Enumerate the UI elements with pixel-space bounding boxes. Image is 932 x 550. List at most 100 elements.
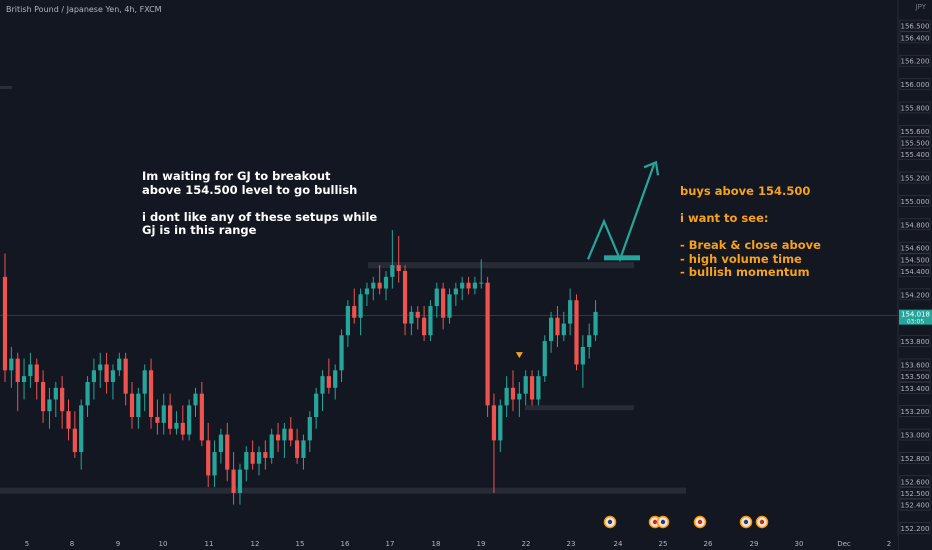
candle-body: [212, 452, 217, 476]
price-tick-label: 154.200: [901, 291, 930, 299]
price-axis[interactable]: 156.500 156.400 156.200 156.000 155.800 155.6…: [897, 0, 932, 550]
price-tick-box: [899, 265, 931, 277]
event-flag-icon: [607, 519, 613, 525]
candle-body: [256, 452, 262, 464]
candle-body: [155, 417, 160, 423]
candle-body: [295, 440, 300, 458]
candle-body: [15, 358, 20, 382]
candle-body: [472, 282, 477, 289]
price-tick-label: 153.800: [901, 338, 930, 346]
current-price-label: 154.018: [901, 311, 930, 319]
price-tick-label: 154.600: [901, 245, 930, 253]
candle-body: [72, 428, 77, 453]
price-tick-box: [899, 288, 931, 301]
candle-body: [542, 341, 547, 377]
candle-body: [21, 376, 27, 382]
time-tick-label: 25: [659, 540, 668, 548]
candle-body: [510, 387, 516, 400]
price-tick-label: 155.800: [901, 104, 930, 112]
candle-body: [142, 370, 147, 394]
candle-body: [53, 387, 58, 400]
candle-body: [441, 288, 446, 318]
candle-body: [326, 376, 331, 388]
candle-body: [314, 393, 319, 418]
candle-body: [555, 317, 560, 336]
price-tick-label: 156.500: [901, 23, 930, 31]
left-annotation: Im waiting for GJ to breakout above 154.…: [142, 169, 378, 237]
candle-body: [517, 393, 522, 400]
candle-body: [580, 346, 585, 365]
time-tick-label: 10: [159, 540, 168, 548]
time-tick-label: 12: [251, 540, 260, 548]
candle-body: [568, 300, 573, 324]
currency-label: JPY: [915, 3, 926, 11]
price-tick-label: 154.400: [901, 268, 930, 276]
price-tick-box: [899, 522, 931, 534]
candle-body: [174, 422, 179, 429]
time-tick-label: 19: [477, 540, 486, 548]
price-tick-box: [899, 78, 931, 90]
time-tick-label: 29: [750, 540, 759, 548]
right-annotation-line: [680, 199, 821, 213]
candle-body: [529, 376, 535, 400]
candle-body: [402, 271, 408, 324]
right-annotation-line: - high volume time: [680, 251, 802, 266]
candle-body: [549, 317, 554, 342]
candle-body: [218, 434, 223, 453]
candle-body: [364, 288, 370, 295]
candle-body: [415, 311, 420, 318]
candle-body: [377, 282, 382, 289]
price-tick-box: [899, 101, 931, 114]
time-axis-background: [0, 536, 898, 550]
current-price-tag: [899, 309, 932, 325]
price-tick-box: [899, 148, 931, 160]
candle-body: [523, 376, 528, 394]
candle-body: [485, 282, 490, 406]
candle-body: [225, 434, 230, 470]
price-tick-label: 155.600: [901, 128, 930, 136]
candle-body: [34, 364, 39, 382]
candle-countdown-label: 03:05: [907, 319, 924, 326]
candle-body: [479, 282, 484, 284]
price-tick-box: [899, 498, 931, 511]
right-annotation-line: buys above 154.500: [680, 184, 811, 198]
price-tick-label: 155.500: [901, 140, 930, 148]
price-tick-box: [899, 171, 931, 184]
support-zone-mid: [525, 405, 634, 411]
price-tick-label: 153.000: [901, 432, 930, 440]
candle-body: [498, 405, 503, 441]
price-tick-label: 156.200: [901, 58, 930, 66]
time-tick-label: 11: [205, 540, 214, 548]
candle-body: [428, 306, 433, 336]
price-tick-box: [899, 452, 931, 464]
candle-body: [85, 381, 90, 406]
candle-body: [561, 323, 566, 336]
candle-body: [187, 405, 192, 435]
price-tick-label: 153.600: [901, 361, 930, 369]
support-zone-low: [0, 487, 686, 494]
candle-body: [409, 311, 414, 324]
candle-body: [66, 411, 71, 429]
price-tick-label: 153.200: [901, 408, 930, 416]
time-axis[interactable]: 5 8 9 10 11 12 15 16 17 18 19 22 23 24 25 26 29 30 Dec 2: [0, 515, 898, 550]
time-tick-label: 2: [887, 540, 891, 548]
right-annotation: buys above 154.500 i want to see: - Brea…: [680, 184, 821, 280]
candle-body: [307, 417, 312, 441]
candle-body: [41, 381, 46, 412]
projection-arrowhead: [643, 160, 660, 176]
price-tick-box: [899, 405, 931, 417]
price-tick-label: 155.200: [901, 175, 930, 183]
price-tick-box: [899, 54, 931, 67]
time-tick-label: 15: [296, 540, 305, 548]
candle-body: [288, 428, 293, 441]
candle-body: [371, 282, 376, 289]
candle-body: [28, 364, 33, 377]
right-annotation-line: - bullish momentum: [680, 265, 810, 279]
symbol-title: British Pound / Japanese Yen, 4h, FXCM: [6, 5, 162, 14]
candle-body: [453, 288, 458, 295]
price-tick-label: 155.400: [901, 151, 930, 159]
price-tick-box: [899, 370, 931, 382]
zones-layer: [0, 86, 686, 494]
candle-body: [168, 405, 173, 429]
